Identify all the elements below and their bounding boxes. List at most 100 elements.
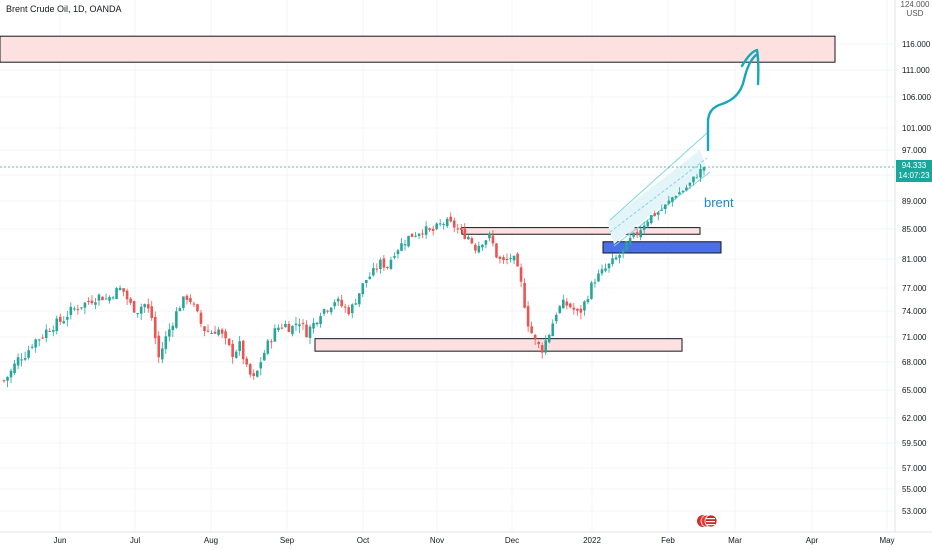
candle-body <box>255 370 259 377</box>
candle-body <box>298 324 301 327</box>
projection-arrow <box>706 48 760 152</box>
candle-body <box>51 330 55 332</box>
candle-body <box>206 330 210 332</box>
candle-body <box>526 306 530 327</box>
candle-body <box>410 233 414 237</box>
candle-body <box>354 303 358 305</box>
candle-body <box>512 255 516 261</box>
candle-body <box>685 187 688 191</box>
time-tick-label: Jul <box>130 536 140 545</box>
price-tick-label: 71.000 <box>902 333 927 342</box>
candle-body <box>182 296 185 309</box>
candle-body <box>252 373 256 377</box>
candle-body <box>111 297 115 299</box>
candle-body <box>628 237 632 244</box>
candle-body <box>83 302 87 308</box>
price-tick-label: 68.000 <box>902 358 927 367</box>
candle-body <box>41 337 44 339</box>
candle-body <box>241 340 245 360</box>
candle-body <box>210 332 213 334</box>
candle-body <box>308 326 312 338</box>
candle-body <box>656 212 660 215</box>
candle-body <box>6 376 9 381</box>
candle-body <box>9 370 13 378</box>
candle-body <box>424 226 428 235</box>
candle-body <box>192 303 196 305</box>
candle-body <box>671 197 674 202</box>
us-flag-icon[interactable] <box>697 513 717 529</box>
candle-body <box>561 299 565 309</box>
candle-body <box>185 295 189 300</box>
candle-body <box>203 326 206 332</box>
candle-body <box>400 243 403 251</box>
candle-body <box>678 192 681 195</box>
candle-body <box>224 331 227 339</box>
candle-body <box>572 307 576 310</box>
candle-body <box>393 256 396 258</box>
candle-body <box>168 329 171 337</box>
candle-body <box>66 316 69 320</box>
candle-body <box>502 257 505 261</box>
candle-body <box>632 232 635 237</box>
time-tick-label: Aug <box>204 536 218 545</box>
candle-body <box>558 306 562 313</box>
candle-body <box>199 312 203 324</box>
time-tick-label: Feb <box>661 536 675 545</box>
candle-body <box>417 233 421 236</box>
candle-body <box>516 253 519 267</box>
candle-body <box>431 228 435 231</box>
candle-body <box>565 301 569 306</box>
key-level-zone <box>0 35 836 63</box>
candle-body <box>470 238 474 244</box>
candle-body <box>171 325 175 331</box>
candle-body <box>667 200 671 204</box>
candle-body <box>20 359 23 361</box>
candle-body <box>540 345 544 353</box>
candle-body <box>702 167 706 171</box>
candle-body <box>48 331 52 333</box>
candle-body <box>523 282 526 308</box>
candle-body <box>365 280 368 284</box>
price-tick-label: 111.000 <box>902 66 930 75</box>
candle-body <box>688 182 692 186</box>
candle-body <box>569 303 572 308</box>
candle-body <box>576 308 579 311</box>
candle-body <box>639 230 642 238</box>
candle-body <box>389 259 393 269</box>
candle-body <box>189 298 192 303</box>
candle-body <box>519 267 523 282</box>
candle-body <box>403 244 407 246</box>
candle-body <box>340 299 343 307</box>
candle-body <box>312 322 315 329</box>
candle-body <box>333 302 336 307</box>
candle-body <box>178 308 182 312</box>
annotation-label: brent <box>704 195 734 210</box>
candle-body <box>642 225 646 230</box>
grid-lines <box>0 0 895 532</box>
candle-body <box>157 335 161 358</box>
candle-body <box>259 362 263 369</box>
candle-body <box>484 240 488 245</box>
candle-body <box>357 293 361 305</box>
price-tick-label: 116.000 <box>902 40 931 49</box>
candle-body <box>150 306 154 318</box>
candle-body <box>692 176 695 183</box>
candle-body <box>87 300 90 302</box>
candle-body <box>277 327 280 330</box>
candle-body <box>62 321 66 324</box>
time-tick-label: Dec <box>505 536 519 545</box>
candle-body <box>586 299 590 303</box>
candle-body <box>382 258 386 268</box>
key-level-zone <box>602 241 722 254</box>
candle-body <box>449 216 453 222</box>
candle-body <box>108 297 111 301</box>
candle-body <box>456 228 460 230</box>
currency-code: USD <box>906 9 924 18</box>
price-axis: 53.000 55.000 57.000 59.500 62.000 65.000 68.0… <box>894 0 931 532</box>
price-tick-label: 85.000 <box>902 225 927 234</box>
candle-body <box>37 339 41 341</box>
candle-body <box>407 235 410 247</box>
last-price-countdown: 14:07:23 <box>898 171 930 180</box>
candle-body <box>213 331 217 334</box>
